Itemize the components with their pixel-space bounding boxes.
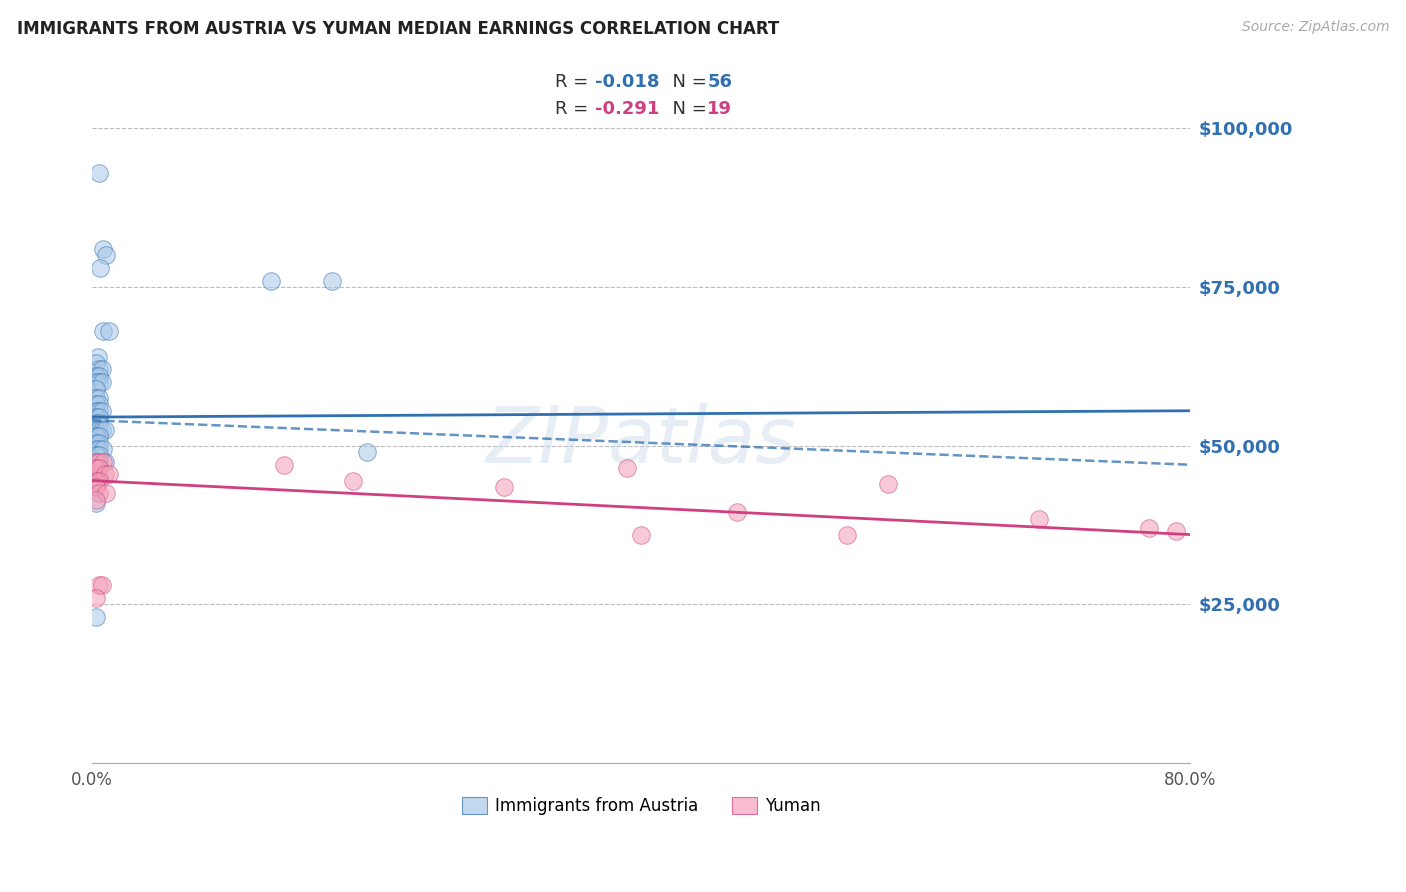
- Point: [87, 429, 110, 443]
- Point: [725, 505, 748, 519]
- Point: [84, 368, 107, 383]
- Point: [84, 610, 107, 624]
- Point: [87, 448, 110, 462]
- Point: [87, 362, 110, 376]
- Text: -0.291: -0.291: [595, 100, 659, 118]
- Point: [87, 578, 110, 592]
- Point: [835, 527, 858, 541]
- Point: [84, 474, 107, 488]
- Point: [90, 375, 112, 389]
- Point: [87, 375, 110, 389]
- Text: ZIPatlas: ZIPatlas: [485, 403, 796, 479]
- Point: [616, 461, 638, 475]
- Point: [259, 274, 281, 288]
- Point: [84, 461, 107, 475]
- Point: [90, 403, 112, 417]
- Point: [93, 467, 115, 482]
- Point: [87, 403, 110, 417]
- Point: [84, 403, 107, 417]
- Point: [97, 325, 120, 339]
- Point: [84, 480, 107, 494]
- Point: [93, 454, 115, 468]
- Point: [84, 442, 107, 456]
- Point: [342, 474, 364, 488]
- Point: [87, 461, 110, 475]
- Point: [84, 375, 107, 389]
- Point: [630, 527, 652, 541]
- Point: [84, 417, 107, 431]
- Text: Source: ZipAtlas.com: Source: ZipAtlas.com: [1241, 20, 1389, 34]
- Text: -0.018: -0.018: [595, 73, 659, 91]
- Point: [1166, 524, 1188, 539]
- Point: [492, 480, 515, 494]
- Point: [87, 397, 110, 411]
- Point: [91, 242, 114, 256]
- Point: [84, 454, 107, 468]
- Point: [84, 410, 107, 425]
- Point: [84, 429, 107, 443]
- Point: [84, 423, 107, 437]
- Point: [356, 445, 378, 459]
- Point: [90, 578, 112, 592]
- Point: [84, 454, 107, 468]
- Point: [91, 442, 114, 456]
- Point: [97, 467, 120, 482]
- Point: [90, 362, 112, 376]
- Point: [84, 496, 107, 510]
- Point: [84, 461, 107, 475]
- Point: [877, 476, 900, 491]
- Point: [84, 480, 107, 494]
- Point: [87, 454, 110, 468]
- Text: N =: N =: [661, 100, 713, 118]
- Point: [87, 442, 110, 456]
- Text: R =: R =: [555, 100, 595, 118]
- Point: [87, 410, 110, 425]
- Point: [87, 474, 110, 488]
- Point: [87, 391, 110, 405]
- Point: [84, 391, 107, 405]
- Point: [84, 382, 107, 396]
- Point: [91, 325, 114, 339]
- Point: [321, 274, 343, 288]
- Point: [90, 423, 112, 437]
- Point: [87, 368, 110, 383]
- Point: [87, 470, 110, 484]
- Text: 19: 19: [707, 100, 733, 118]
- Point: [1028, 511, 1050, 525]
- Point: [87, 435, 110, 450]
- Point: [273, 458, 295, 472]
- Text: 56: 56: [707, 73, 733, 91]
- Point: [84, 470, 107, 484]
- Legend: Immigrants from Austria, Yuman: Immigrants from Austria, Yuman: [453, 789, 828, 823]
- Point: [87, 166, 110, 180]
- Point: [87, 461, 110, 475]
- Point: [94, 248, 117, 262]
- Point: [84, 397, 107, 411]
- Text: IMMIGRANTS FROM AUSTRIA VS YUMAN MEDIAN EARNINGS CORRELATION CHART: IMMIGRANTS FROM AUSTRIA VS YUMAN MEDIAN …: [17, 20, 779, 37]
- Point: [89, 260, 111, 275]
- Point: [91, 454, 114, 468]
- Point: [84, 492, 107, 507]
- Point: [87, 423, 110, 437]
- Point: [93, 423, 115, 437]
- Point: [84, 435, 107, 450]
- Point: [84, 591, 107, 605]
- Point: [1137, 521, 1160, 535]
- Point: [94, 486, 117, 500]
- Point: [87, 486, 110, 500]
- Point: [84, 356, 107, 370]
- Point: [84, 448, 107, 462]
- Text: N =: N =: [661, 73, 713, 91]
- Text: R =: R =: [555, 73, 595, 91]
- Point: [86, 350, 108, 364]
- Point: [87, 417, 110, 431]
